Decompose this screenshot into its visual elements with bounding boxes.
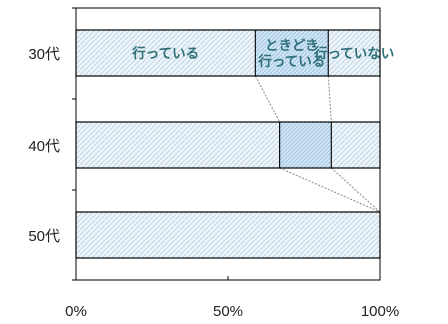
x-tick-label-1: 0% bbox=[65, 303, 87, 320]
segment-label-1-line-1: 行っている bbox=[131, 45, 199, 62]
segment-label-3-line-1: 行っていない bbox=[313, 45, 394, 62]
x-tick-label-3: 100% bbox=[361, 303, 399, 320]
y-tick-label-2: 40代 bbox=[28, 138, 60, 155]
x-tick-label-2: 50% bbox=[213, 303, 243, 320]
segment-label-2-line-2: 行っている bbox=[257, 53, 325, 70]
bar-segment-1-3 bbox=[75, 211, 381, 259]
y-axis: 30代 40代 50代 bbox=[28, 7, 76, 281]
x-axis: 0% 50% 100% bbox=[65, 276, 399, 320]
bar-segment-3-2 bbox=[330, 121, 381, 169]
bar-segment-2-2 bbox=[279, 121, 332, 169]
series-line-1-2 bbox=[279, 167, 381, 213]
bar-segment-3-1 bbox=[327, 29, 381, 77]
series-line-1-1 bbox=[254, 75, 281, 123]
series-lines bbox=[254, 75, 381, 213]
bar-outline-1 bbox=[75, 29, 381, 77]
series-line-2-1 bbox=[327, 75, 332, 123]
bar-outline-3 bbox=[75, 211, 381, 259]
y-tick-label-3: 50代 bbox=[28, 228, 60, 245]
series-line-2-2 bbox=[331, 167, 381, 213]
bar-outline-2 bbox=[75, 121, 381, 169]
segment-label-2-line-1: ときどき bbox=[265, 38, 319, 54]
bar-segment-2-1 bbox=[254, 29, 329, 77]
y-tick-label-1: 30代 bbox=[28, 46, 60, 63]
bars bbox=[75, 29, 381, 259]
bar-segment-1-2 bbox=[75, 121, 281, 169]
